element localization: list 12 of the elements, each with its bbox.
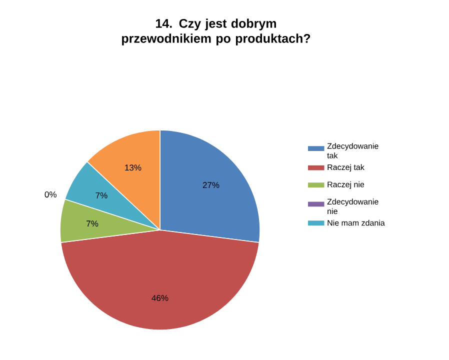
legend-label: Nie mam zdania bbox=[328, 220, 385, 226]
legend-label: Zdecydowanie nie bbox=[327, 198, 378, 214]
data-label: 7% bbox=[86, 220, 98, 227]
data-label: 7% bbox=[96, 192, 108, 198]
data-label: 27% bbox=[202, 182, 220, 188]
legend-label: Raczej nie bbox=[328, 181, 364, 189]
text: 0% bbox=[44, 191, 56, 198]
legend-label: Zdecydowanie tak bbox=[327, 142, 378, 158]
chart-title: 14. Czy jest dobrym przewodnikiem po produktach? bbox=[122, 18, 310, 46]
data-label: 46% bbox=[152, 295, 168, 302]
legend-label: Raczej tak bbox=[328, 164, 364, 172]
data-label: 13% bbox=[125, 164, 142, 171]
